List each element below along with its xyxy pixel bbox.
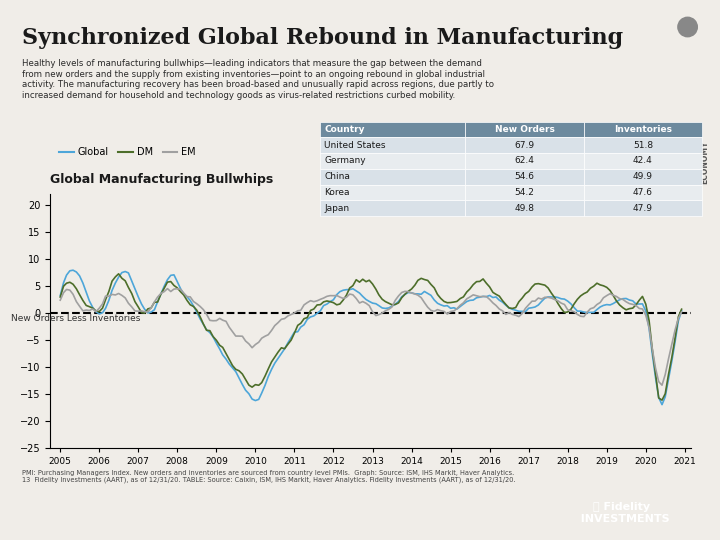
Text: 62.4: 62.4 xyxy=(515,157,534,165)
Text: 42.4: 42.4 xyxy=(633,157,653,165)
Text: New Orders Less Inventories: New Orders Less Inventories xyxy=(11,314,140,323)
Text: Japan: Japan xyxy=(324,204,349,213)
Text: United States: United States xyxy=(324,140,386,150)
Text: Country: Country xyxy=(324,125,365,134)
Legend: Global, DM, EM: Global, DM, EM xyxy=(55,144,199,161)
Text: 51.8: 51.8 xyxy=(633,140,653,150)
Text: New Orders: New Orders xyxy=(495,125,554,134)
Text: 49.8: 49.8 xyxy=(515,204,534,213)
Text: 47.6: 47.6 xyxy=(633,188,653,197)
Text: ⬥ Fidelity
  INVESTMENTS: ⬥ Fidelity INVESTMENTS xyxy=(573,502,670,524)
Text: Inventories: Inventories xyxy=(614,125,672,134)
Text: Healthy levels of manufacturing bullwhips—leading indicators that measure the ga: Healthy levels of manufacturing bullwhip… xyxy=(22,59,494,99)
Text: 54.2: 54.2 xyxy=(515,188,534,197)
Text: 67.9: 67.9 xyxy=(515,140,535,150)
Text: Global Manufacturing Bullwhips: Global Manufacturing Bullwhips xyxy=(50,173,274,186)
Circle shape xyxy=(678,17,698,37)
Text: 47.9: 47.9 xyxy=(633,204,653,213)
Text: ECONOMY: ECONOMY xyxy=(701,140,709,184)
Text: Korea: Korea xyxy=(324,188,350,197)
Text: PMI: Purchasing Managers Index. New orders and inventories are sourced from coun: PMI: Purchasing Managers Index. New orde… xyxy=(22,470,516,483)
Text: Germany: Germany xyxy=(324,157,366,165)
Text: 54.6: 54.6 xyxy=(515,172,534,181)
Text: Synchronized Global Rebound in Manufacturing: Synchronized Global Rebound in Manufactu… xyxy=(22,27,623,49)
Text: 49.9: 49.9 xyxy=(633,172,653,181)
Text: China: China xyxy=(324,172,350,181)
